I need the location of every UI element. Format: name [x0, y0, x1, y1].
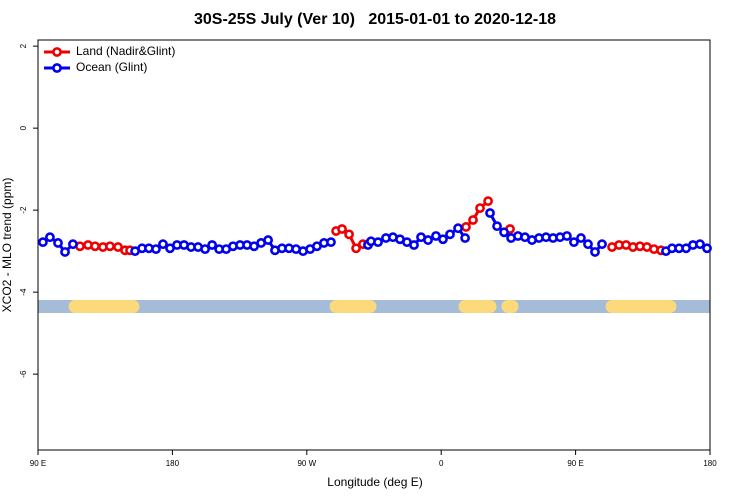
legend-label: Land (Nadir&Glint)	[76, 44, 175, 58]
y-tick-label: 0	[19, 125, 28, 130]
data-point	[590, 247, 600, 257]
data-point	[105, 241, 115, 252]
data-point	[207, 240, 218, 250]
x-tick-label: 180	[703, 459, 717, 468]
data-point	[583, 239, 593, 250]
data-point	[460, 233, 470, 243]
data-point	[438, 234, 448, 245]
data-point	[151, 244, 161, 254]
data-point	[499, 227, 509, 238]
data-point	[695, 239, 705, 250]
data-point	[351, 243, 361, 254]
data-point	[468, 215, 478, 225]
y-tick-label: 2	[19, 43, 28, 48]
y-tick-label: -4	[19, 288, 28, 296]
y-tick-label: -2	[19, 206, 28, 214]
data-point	[485, 208, 495, 218]
y-axis-label: XCO2 - MLO trend (ppm)	[0, 178, 14, 313]
data-point	[576, 233, 586, 243]
y-tick-label: -6	[19, 370, 28, 378]
data-point	[445, 229, 455, 240]
legend-marker	[52, 47, 62, 57]
x-tick-label: 180	[166, 459, 180, 468]
data-point	[53, 238, 63, 248]
data-point	[38, 237, 48, 248]
data-point	[562, 231, 572, 241]
data-point	[344, 229, 354, 240]
data-point	[483, 196, 493, 207]
legend-label: Ocean (Glint)	[76, 60, 147, 74]
data-point	[45, 232, 55, 243]
data-point	[597, 239, 607, 250]
data-point	[90, 241, 100, 252]
data-point	[702, 243, 712, 254]
data-point	[569, 237, 579, 248]
data-point	[423, 235, 433, 245]
data-point	[60, 247, 70, 257]
data-point	[373, 237, 383, 248]
x-tick-label: 90 E	[30, 459, 46, 468]
legend-marker	[52, 63, 62, 73]
data-point	[200, 244, 211, 254]
x-axis-label: Longitude (deg E)	[327, 475, 422, 489]
data-point	[68, 239, 78, 250]
x-tick-label: 90 W	[297, 459, 316, 468]
data-point	[475, 203, 485, 213]
data-point	[263, 235, 274, 245]
data-point	[461, 222, 471, 232]
data-point	[158, 239, 168, 250]
data-point	[337, 224, 347, 234]
data-point	[453, 223, 463, 234]
x-tick-label: 0	[439, 459, 444, 468]
x-tick-label: 90 E	[567, 459, 583, 468]
chart-title: 30S-25S July (Ver 10) 2015-01-01 to 2020…	[194, 11, 556, 28]
data-point	[326, 237, 336, 248]
data-point	[409, 240, 419, 250]
data-point	[492, 221, 502, 232]
